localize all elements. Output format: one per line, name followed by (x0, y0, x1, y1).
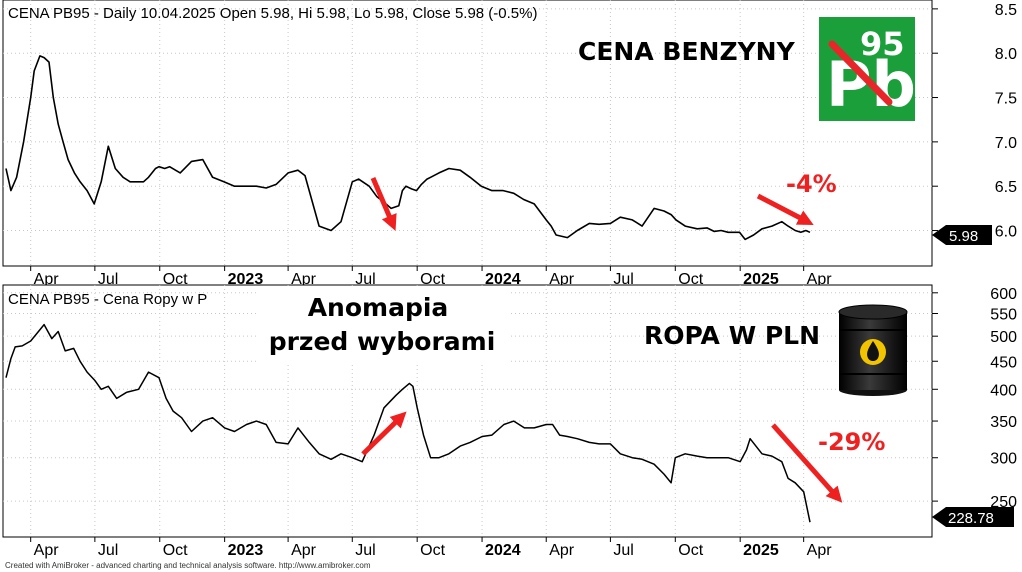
top-x-tick-label: Apr (34, 271, 60, 288)
bottom-x-tick-label: Jul (98, 542, 118, 559)
top-y-tick-label: 6.0 (995, 224, 1017, 241)
bottom-y-tick-label: 550 (990, 307, 1017, 324)
top-grid (3, 0, 932, 266)
bottom-y-tick-label: 350 (990, 414, 1017, 431)
bottom-y-tick-label: 450 (990, 354, 1017, 371)
top-series-line (5, 55, 811, 241)
bottom-chart-header: CENA PB95 - Cena Ropy w P (8, 291, 207, 308)
bottom-y-tick-label: 300 (990, 451, 1017, 468)
bottom-x-tick-label: Oct (678, 542, 703, 559)
top-dip-arrow (370, 177, 397, 231)
bottom-x-tick-label: Jul (355, 542, 375, 559)
bottom-x-tick-label: Apr (291, 542, 317, 559)
bottom-y-tick-label: 600 (990, 286, 1017, 303)
bottom-up-arrow (361, 411, 407, 456)
top-x-tick-label: Oct (163, 271, 188, 288)
top-down-arrow (756, 193, 814, 225)
bottom-change-label: -29% (818, 428, 885, 456)
annotation-line-1: Anomapia (308, 293, 449, 322)
top-plot-frame (2, 0, 933, 267)
top-x-tick-label: Jul (613, 271, 633, 288)
top-y-tick-label: 7.0 (995, 135, 1017, 152)
top-y-tick-label: 6.5 (995, 179, 1017, 196)
bottom-x-tick-label: 2024 (485, 542, 521, 559)
top-x-tick-label: Apr (291, 271, 317, 288)
top-y-tick-label: 7.5 (995, 91, 1017, 108)
top-chart-header: CENA PB95 - Daily 10.04.2025 Open 5.98, … (8, 5, 537, 22)
bottom-y-axis: 250 300 350 400 450 500 550 600 (932, 286, 1017, 511)
footer-credit: Created with AmiBroker - advanced charti… (5, 561, 371, 570)
top-last-value-badge: 5.98 (932, 225, 992, 245)
top-x-tick-label: 2023 (228, 271, 264, 288)
bottom-chart-title: ROPA W PLN (644, 321, 820, 350)
top-y-axis: 6.0 6.5 7.0 7.5 8.0 8.5 (932, 2, 1017, 241)
bottom-y-tick-label: 400 (990, 382, 1017, 399)
top-last-value: 5.98 (949, 228, 978, 245)
top-y-tick-label: 8.5 (995, 2, 1017, 19)
top-y-tick-label: 8.0 (995, 46, 1017, 63)
bottom-y-tick-label: 250 (990, 494, 1017, 511)
bottom-y-tick-label: 500 (990, 329, 1017, 346)
top-x-tick-label: 2025 (743, 271, 779, 288)
bottom-x-axis: Apr Jul Oct 2023 Apr Jul Oct 2024 Apr Jul Oct 2025 A… (30, 537, 833, 559)
top-panel: 6.0 6.5 7.0 7.5 8.0 8.5 Apr Jul Oct 2023 Apr Jul Oc… (2, 0, 1017, 288)
top-x-tick-label: Oct (678, 271, 703, 288)
pb95-crossed-logo: Pb 95 (819, 17, 916, 121)
bottom-x-tick-label: Oct (420, 542, 445, 559)
oil-barrel-icon (838, 304, 908, 396)
bottom-x-tick-label: Oct (163, 542, 188, 559)
top-change-label: -4% (786, 170, 837, 198)
top-x-tick-label: Jul (98, 271, 118, 288)
top-x-tick-label: 2024 (485, 271, 521, 288)
top-x-tick-label: Jul (355, 271, 375, 288)
bottom-x-tick-label: 2023 (228, 542, 264, 559)
bottom-last-value-badge: 228.78 (932, 507, 1014, 527)
bottom-x-tick-label: Apr (549, 542, 575, 559)
top-x-axis: Apr Jul Oct 2023 Apr Jul Oct 2024 Apr Jul Oct 2025 A… (30, 266, 833, 288)
top-x-tick-label: Apr (549, 271, 575, 288)
bottom-last-value: 228.78 (948, 510, 994, 527)
annotation-box (256, 286, 510, 362)
top-x-tick-label: Apr (807, 271, 833, 288)
bottom-x-tick-label: Apr (34, 542, 60, 559)
pb95-logo-number: 95 (860, 25, 905, 63)
annotation-line-2: przed wyborami (269, 327, 496, 356)
bottom-x-tick-label: Jul (613, 542, 633, 559)
top-chart-title: CENA BENZYNY (578, 37, 796, 66)
bottom-down-arrow (771, 423, 843, 503)
bottom-x-tick-label: Apr (807, 542, 833, 559)
bottom-series-line (5, 323, 811, 523)
bottom-x-tick-label: 2025 (743, 542, 779, 559)
top-x-tick-label: Oct (420, 271, 445, 288)
